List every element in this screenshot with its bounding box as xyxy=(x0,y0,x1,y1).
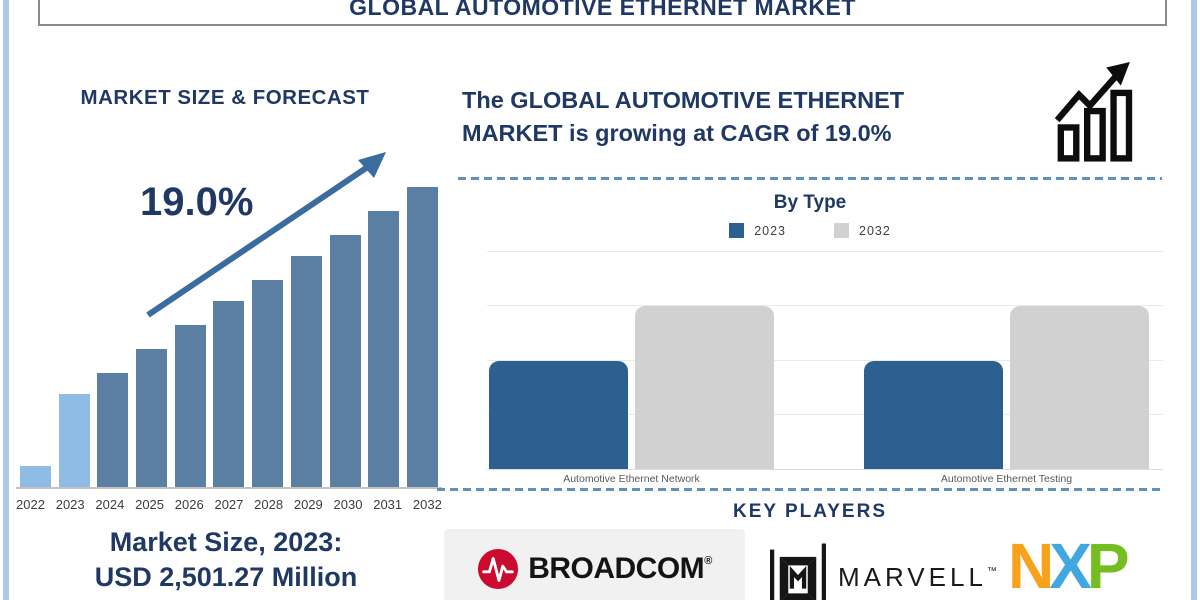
page-title: GLOBAL AUTOMOTIVE ETHERNET MARKET xyxy=(349,0,856,20)
cagr-value-label: 19.0% xyxy=(140,180,254,224)
forecast-year-label: 2031 xyxy=(373,497,403,512)
by-type-category-labels: Automotive Ethernet Network Automotive Et… xyxy=(487,473,1163,487)
nxp-letter-P: P xyxy=(1086,530,1130,600)
marvell-logo: MARVELL™ xyxy=(770,541,997,600)
broadcom-pulse-icon xyxy=(478,548,519,590)
growth-chart-icon xyxy=(1054,62,1133,162)
forecast-bar-2031 xyxy=(368,211,400,487)
forecast-year-label: 2024 xyxy=(95,497,125,512)
cagr-banner-text: The GLOBAL AUTOMOTIVE ETHERNET MARKET is… xyxy=(462,84,904,150)
forecast-year-label: 2030 xyxy=(333,497,363,512)
forecast-year-label: 2032 xyxy=(412,497,442,512)
forecast-bar-2023 xyxy=(58,394,90,487)
trend-arrow xyxy=(146,152,386,318)
nxp-letter-N: N xyxy=(1008,530,1054,600)
key-players-heading: KEY PLAYERS xyxy=(733,501,887,522)
by-type-legend: 2023 2032 xyxy=(460,223,1160,238)
forecast-bar-2028 xyxy=(252,280,284,487)
trademark-mark: ™ xyxy=(986,565,997,577)
legend-label: 2023 xyxy=(754,223,786,238)
gridline xyxy=(487,305,1163,307)
category-label: Automotive Ethernet Network xyxy=(563,473,700,485)
by-type-title: By Type xyxy=(773,192,847,213)
nxp-logo: NXP xyxy=(1008,534,1130,598)
cagr-banner-line1: The GLOBAL AUTOMOTIVE ETHERNET xyxy=(462,87,905,113)
bar-2023 xyxy=(864,360,1003,469)
market-size-note-line2: USD 2,501.27 Million xyxy=(94,562,358,592)
bar-2032 xyxy=(635,306,774,469)
cagr-banner-line2: MARKET is growing at CAGR of 19.0% xyxy=(462,120,892,146)
gridline xyxy=(487,359,1163,361)
market-size-note: Market Size, 2023: USD 2,501.27 Million xyxy=(10,525,442,595)
legend-swatch xyxy=(834,223,849,238)
forecast-year-label: 2029 xyxy=(293,497,323,512)
market-size-note-line1: Market Size, 2023: xyxy=(109,527,343,557)
dashed-divider-top xyxy=(458,177,1162,180)
forecast-bar-2025 xyxy=(136,349,168,487)
forecast-bar-2027 xyxy=(213,301,245,487)
bar-2023 xyxy=(489,360,628,469)
legend-item-2032: 2032 xyxy=(834,223,891,238)
forecast-bar-chart xyxy=(16,187,442,489)
legend-label: 2032 xyxy=(859,223,891,238)
gridline xyxy=(487,413,1163,415)
title-banner: GLOBAL AUTOMOTIVE ETHERNET MARKET xyxy=(38,0,1167,26)
broadcom-logo: BROADCOM® xyxy=(444,529,745,600)
forecast-year-label: 2026 xyxy=(174,497,204,512)
forecast-bar-2029 xyxy=(290,256,322,487)
nxp-letter-X: X xyxy=(1049,530,1092,600)
legend-item-2023: 2023 xyxy=(729,223,786,238)
marvell-emblem-icon xyxy=(770,543,826,600)
forecast-x-axis: 2022 2023 2024 2025 2026 2027 2028 2029 2030 2031… xyxy=(12,497,446,512)
forecast-bar-2026 xyxy=(174,325,206,487)
right-edge-border xyxy=(1191,0,1197,600)
forecast-year-label: 2023 xyxy=(55,497,85,512)
forecast-bar-2024 xyxy=(97,373,129,487)
forecast-year-label: 2028 xyxy=(254,497,284,512)
forecast-bar-2022 xyxy=(20,466,51,487)
legend-swatch xyxy=(729,223,745,238)
bar-group xyxy=(864,252,1149,469)
forecast-bar-2030 xyxy=(329,235,361,487)
bar-2032 xyxy=(1010,306,1149,469)
forecast-year-label: 2022 xyxy=(16,497,45,512)
forecast-heading: MARKET SIZE & FORECAST xyxy=(80,86,370,109)
left-edge-border xyxy=(3,0,9,600)
forecast-bar-2032 xyxy=(406,187,438,487)
forecast-year-label: 2027 xyxy=(214,497,244,512)
by-type-bar-chart xyxy=(487,251,1163,470)
category-label: Automotive Ethernet Testing xyxy=(940,473,1073,485)
gridline xyxy=(487,251,1163,252)
forecast-year-label: 2025 xyxy=(135,497,165,512)
bar-group xyxy=(489,252,774,469)
broadcom-wordmark: BROADCOM® xyxy=(528,552,712,585)
registered-mark: ® xyxy=(704,555,712,567)
marvell-wordmark: MARVELL™ xyxy=(838,561,997,592)
dashed-divider-bottom xyxy=(437,488,1162,491)
